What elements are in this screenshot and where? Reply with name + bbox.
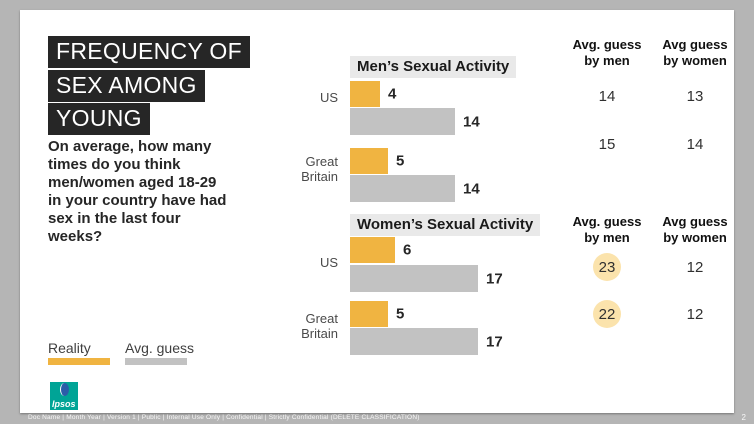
bar-value-women-gb-guess: 17 xyxy=(486,333,503,350)
guess-value-women-us-by-men: 23 xyxy=(593,253,621,281)
column-header-avg-guess-by-women: Avg guess by women xyxy=(662,37,728,68)
bar-value-women-us-guess: 17 xyxy=(486,270,503,287)
bar-value-women-gb-reality: 5 xyxy=(396,305,405,323)
bar-value-men-us-reality: 4 xyxy=(388,85,397,103)
bar-value-men-gb-reality: 5 xyxy=(396,152,405,170)
ipsos-logo-dot-icon xyxy=(60,383,69,396)
column-header-avg-guess-by-men: Avg. guess by men xyxy=(572,37,642,68)
legend-label-avg-guess: Avg. guess xyxy=(125,340,195,356)
chart-title-men: Men’s Sexual Activity xyxy=(350,56,517,78)
survey-question-text: On average, how many times do you think … xyxy=(48,138,227,245)
column-header-avg-guess-by-men: Avg. guess by men xyxy=(572,214,642,245)
category-label-women-gb: Great Britain xyxy=(301,311,338,341)
slide-title-line-3: YOUNG xyxy=(48,103,150,135)
footer-classification-text: Doc Name | Month Year | Version 1 | Publ… xyxy=(28,414,420,421)
bar-men-gb-guess: 14 xyxy=(350,175,480,202)
guess-value-men-gb-by-women: 14 xyxy=(686,135,704,153)
bar-value-men-gb-guess: 14 xyxy=(463,180,480,197)
guess-value-men-us-by-women: 13 xyxy=(686,87,704,105)
guess-value-cell: 12 xyxy=(653,300,737,328)
guess-value-men-us-by-men: 14 xyxy=(598,87,616,105)
legend-label-reality: Reality xyxy=(48,340,91,356)
page-number: 2 xyxy=(741,413,746,422)
slide-canvas: FREQUENCY OF SEX AMONG YOUNG On average,… xyxy=(20,10,734,413)
bar-men-us-guess: 14 xyxy=(350,108,480,135)
bar-women-us-reality: 6 xyxy=(350,237,411,263)
column-header-avg-guess-by-women: Avg guess by women xyxy=(662,214,728,245)
guess-value-cell: 23 xyxy=(565,253,649,281)
slide-title-line-2: SEX AMONG xyxy=(48,70,205,102)
bar-women-gb-reality: 5 xyxy=(350,301,404,327)
ipsos-logo: Ipsos xyxy=(50,382,78,410)
guess-value-cell: 14 xyxy=(565,82,649,110)
guess-value-women-us-by-women: 12 xyxy=(686,258,704,276)
guess-value-cell: 13 xyxy=(653,82,737,110)
guess-value-men-gb-by-men: 15 xyxy=(598,135,616,153)
slide-title-line-1: FREQUENCY OF xyxy=(48,36,250,68)
guess-value-cell: 15 xyxy=(565,130,649,158)
category-label-men-us: US xyxy=(319,90,338,105)
category-label-women-us: US xyxy=(319,255,338,270)
bar-men-gb-reality: 5 xyxy=(350,148,404,174)
guess-value-cell: 12 xyxy=(653,253,737,281)
legend-swatch-reality xyxy=(48,358,110,365)
guess-value-cell: 22 xyxy=(565,300,649,328)
guess-value-cell: 14 xyxy=(653,130,737,158)
bar-women-us-guess: 17 xyxy=(350,265,503,292)
chart-title-women: Women’s Sexual Activity xyxy=(350,214,541,236)
legend-swatch-avg-guess xyxy=(125,358,187,365)
bar-value-men-us-guess: 14 xyxy=(463,113,480,130)
guess-value-women-gb-by-women: 12 xyxy=(686,305,704,323)
bar-men-us-reality: 4 xyxy=(350,81,396,107)
bar-women-gb-guess: 17 xyxy=(350,328,503,355)
category-label-men-gb: Great Britain xyxy=(301,154,338,184)
bar-value-women-us-reality: 6 xyxy=(403,241,412,259)
ipsos-logo-text: Ipsos xyxy=(52,399,76,409)
guess-value-women-gb-by-men: 22 xyxy=(593,300,621,328)
